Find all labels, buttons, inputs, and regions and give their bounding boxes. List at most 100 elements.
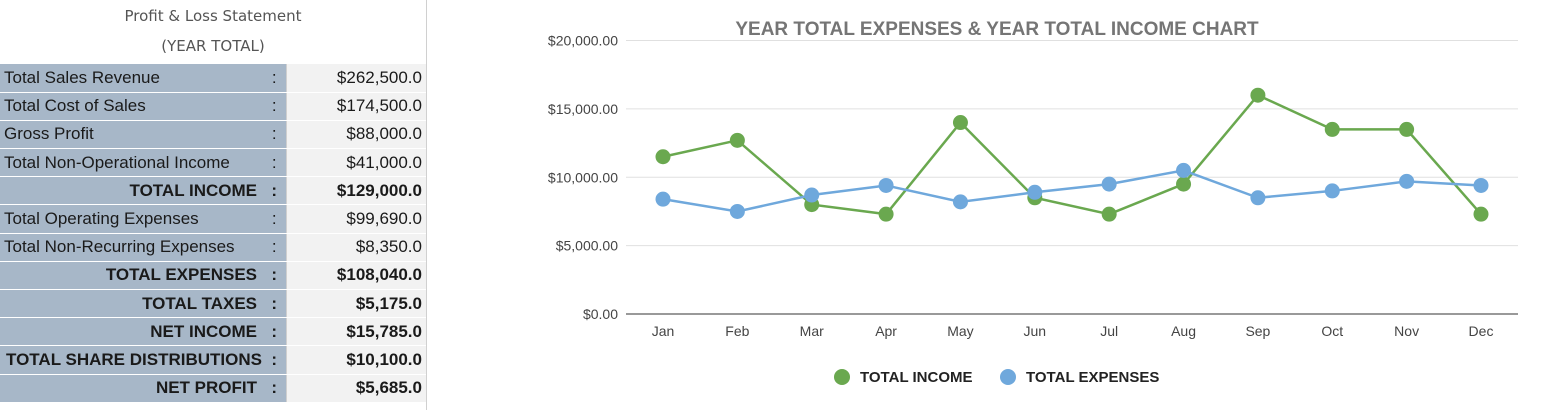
x-tick-label: Sep — [1245, 323, 1270, 339]
row-value: $108,040.0 — [285, 261, 426, 291]
income-point — [878, 206, 894, 222]
profit-loss-panel: Profit & Loss Statement (YEAR TOTAL) Tot… — [0, 0, 427, 410]
x-tick-label: May — [947, 323, 973, 339]
row-colon: : — [263, 261, 286, 291]
row-label: Gross Profit — [0, 120, 263, 150]
x-tick-label: Dec — [1469, 323, 1494, 339]
y-tick-label: $0.00 — [583, 306, 618, 322]
row-colon: : — [263, 148, 286, 178]
statement-row: TOTAL TAXES: $5,175.0 — [0, 289, 426, 319]
expenses-point — [1101, 176, 1117, 192]
statement-row: Total Cost of Sales: $174,500.0 — [0, 92, 426, 121]
statement-table: Total Sales Revenue: $262,500.0 Total Cost… — [0, 64, 426, 403]
income-point — [729, 132, 745, 148]
row-label: TOTAL SHARE DISTRIBUTIONS — [0, 345, 263, 375]
row-label: Total Non-Operational Income — [0, 148, 263, 178]
statement-subtitle: (YEAR TOTAL) — [161, 37, 265, 55]
row-value: $5,685.0 — [285, 374, 426, 403]
row-colon: : — [263, 289, 286, 319]
chart-area: YEAR TOTAL EXPENSES & YEAR TOTAL INCOME … — [428, 0, 1555, 410]
line-chart: YEAR TOTAL EXPENSES & YEAR TOTAL INCOME … — [548, 19, 1518, 386]
row-value: $88,000.0 — [285, 120, 426, 150]
row-value: $41,000.0 — [285, 148, 426, 178]
income-point — [1250, 87, 1266, 103]
row-label: NET PROFIT — [0, 374, 263, 403]
expenses-point — [729, 203, 745, 219]
income-point — [1324, 121, 1340, 137]
row-colon: : — [263, 64, 286, 93]
x-tick-label: Jun — [1024, 323, 1047, 339]
y-tick-label: $10,000.00 — [548, 169, 618, 185]
income-point — [1176, 176, 1192, 192]
x-tick-label: Feb — [725, 323, 749, 339]
x-tick-label: Aug — [1171, 323, 1196, 339]
y-tick-label: $15,000.00 — [548, 101, 618, 117]
expenses-point — [655, 191, 671, 207]
statement-row: Total Sales Revenue: $262,500.0 — [0, 64, 426, 93]
income-point — [1101, 206, 1117, 222]
statement-row: Total Operating Expenses: $99,690.0 — [0, 204, 426, 234]
row-value: $15,785.0 — [285, 317, 426, 347]
row-colon: : — [263, 317, 286, 347]
expenses-point — [1324, 183, 1340, 199]
x-tick-label: Oct — [1321, 323, 1343, 339]
expenses-point — [1176, 162, 1192, 178]
x-tick-label: Apr — [875, 323, 897, 339]
row-value: $5,175.0 — [285, 289, 426, 319]
expenses-point — [878, 177, 894, 193]
row-value: $129,000.0 — [285, 176, 426, 206]
series-line-expenses — [662, 169, 1482, 213]
statement-row: TOTAL SHARE DISTRIBUTIONS: $10,100.0 — [0, 345, 426, 375]
row-colon: : — [263, 120, 286, 150]
row-label: TOTAL TAXES — [0, 289, 263, 319]
row-label: Total Cost of Sales — [0, 92, 263, 121]
legend-label: TOTAL EXPENSES — [1026, 369, 1159, 386]
row-colon: : — [263, 345, 286, 375]
row-colon: : — [263, 176, 286, 206]
row-value: $262,500.0 — [285, 64, 426, 93]
row-label: TOTAL EXPENSES — [0, 261, 263, 291]
expenses-point — [1473, 177, 1489, 193]
statement-row: TOTAL INCOME: $129,000.0 — [0, 176, 426, 206]
income-point — [952, 115, 968, 131]
x-tick-label: Jan — [652, 323, 675, 339]
row-colon: : — [263, 92, 286, 121]
row-label: NET INCOME — [0, 317, 263, 347]
income-point — [1399, 121, 1415, 137]
statement-row: Gross Profit: $88,000.0 — [0, 120, 426, 150]
statement-row: TOTAL EXPENSES: $108,040.0 — [0, 261, 426, 291]
x-tick-label: Jul — [1100, 323, 1118, 339]
row-colon: : — [263, 233, 286, 262]
expenses-point — [804, 187, 820, 203]
row-value: $99,690.0 — [285, 204, 426, 234]
income-point — [655, 149, 671, 165]
statement-row: NET PROFIT: $5,685.0 — [0, 374, 426, 403]
statement-row: Total Non-Recurring Expenses: $8,350.0 — [0, 233, 426, 262]
legend-marker — [834, 369, 850, 385]
statement-title: Profit & Loss Statement — [124, 7, 302, 25]
row-value: $174,500.0 — [285, 92, 426, 121]
row-colon: : — [263, 204, 286, 234]
income-point — [1473, 206, 1489, 222]
y-tick-label: $20,000.00 — [548, 33, 618, 49]
expenses-point — [952, 194, 968, 210]
row-label: Total Sales Revenue — [0, 64, 263, 93]
statement-row: Total Non-Operational Income: $41,000.0 — [0, 148, 426, 178]
row-value: $10,100.0 — [285, 345, 426, 375]
legend-label: TOTAL INCOME — [860, 369, 973, 386]
x-tick-label: Nov — [1394, 323, 1419, 339]
x-tick-label: Mar — [800, 323, 824, 339]
chart-title: YEAR TOTAL EXPENSES & YEAR TOTAL INCOME … — [735, 19, 1259, 40]
expenses-point — [1399, 173, 1415, 189]
row-colon: : — [263, 374, 286, 403]
series-line-income — [662, 93, 1482, 216]
expenses-point — [1027, 184, 1043, 200]
statement-row: NET INCOME: $15,785.0 — [0, 317, 426, 347]
row-value: $8,350.0 — [285, 233, 426, 262]
row-label: Total Non-Recurring Expenses — [0, 233, 263, 262]
expenses-point — [1250, 190, 1266, 206]
row-label: TOTAL INCOME — [0, 176, 263, 206]
legend-marker — [1000, 369, 1016, 385]
y-tick-label: $5,000.00 — [556, 238, 618, 254]
row-label: Total Operating Expenses — [0, 204, 263, 234]
